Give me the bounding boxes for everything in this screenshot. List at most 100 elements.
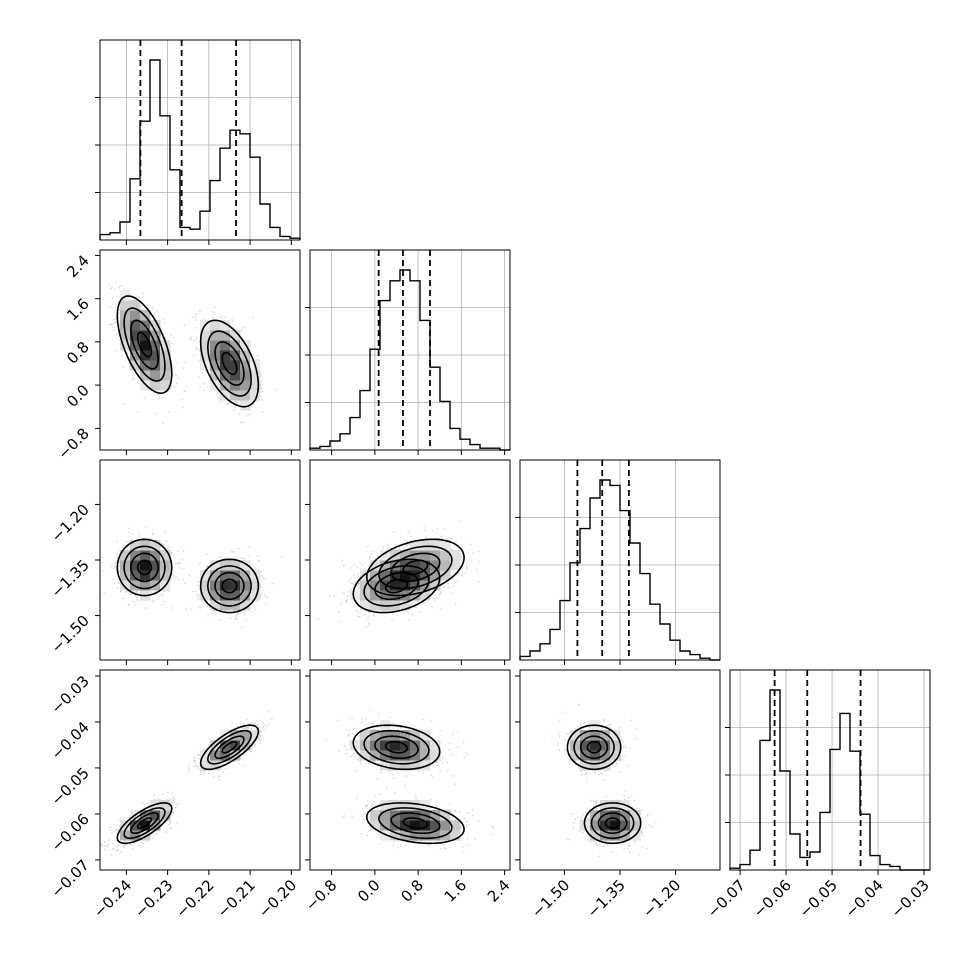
density-cell	[370, 580, 381, 591]
scatter-point	[155, 833, 158, 836]
scatter-point	[111, 286, 113, 289]
scatter-point	[393, 543, 396, 546]
scatter-point	[245, 619, 247, 622]
scatter-point	[455, 540, 457, 543]
scatter-point	[196, 593, 199, 596]
scatter-point	[103, 848, 106, 851]
scatter-point	[240, 421, 242, 423]
density-cell	[370, 600, 381, 611]
scatter-point	[194, 319, 197, 321]
scatter-point	[179, 561, 182, 564]
scatter-point	[446, 538, 449, 541]
scatter-point	[143, 397, 146, 400]
scatter-point	[373, 613, 376, 616]
scatter-point	[367, 624, 370, 626]
scatter-point	[173, 336, 175, 339]
scatter-point	[175, 804, 178, 806]
scatter-point	[173, 798, 176, 800]
density-cell	[400, 600, 411, 611]
density-cell	[410, 580, 421, 591]
density-cell	[210, 340, 221, 351]
scatter-point	[261, 399, 263, 401]
scatter-point	[261, 411, 264, 413]
scatter-point	[252, 316, 255, 319]
scatter-point	[317, 618, 320, 620]
scatter-point	[133, 377, 136, 380]
density-cell	[210, 360, 221, 371]
density-cell	[410, 560, 421, 571]
scatter-point	[261, 390, 264, 393]
scatter-point	[116, 827, 118, 829]
scatter-point	[219, 317, 222, 319]
scatter-point	[136, 411, 139, 414]
scatter-point	[134, 603, 137, 606]
scatter-point	[163, 543, 165, 546]
density-cell	[150, 370, 161, 381]
density-cell	[400, 570, 411, 581]
scatter-point	[431, 530, 434, 533]
scatter-point	[260, 374, 263, 377]
scatter-point	[163, 601, 166, 603]
scatter-point	[176, 550, 179, 552]
scatter-point	[419, 610, 422, 613]
density-cell	[240, 560, 251, 571]
scatter-point	[405, 544, 408, 547]
scatter-point	[364, 614, 366, 616]
scatter-point	[102, 570, 105, 572]
scatter-point	[341, 559, 344, 562]
density-cell	[360, 600, 371, 611]
scatter-point	[447, 582, 449, 585]
scatter-point	[460, 574, 463, 577]
scatter-point	[466, 566, 468, 568]
scatter-point	[111, 323, 114, 326]
scatter-point	[256, 355, 259, 357]
scatter-point	[236, 617, 238, 620]
scatter-point	[366, 545, 369, 548]
scatter-point	[248, 555, 251, 558]
scatter-point	[118, 285, 121, 288]
scatter-point	[156, 413, 158, 415]
scatter-point	[219, 618, 222, 621]
density-cell	[360, 570, 371, 581]
contour-line	[352, 558, 441, 614]
scatter-point	[103, 592, 106, 595]
scatter-point	[353, 583, 355, 585]
scatter-point	[369, 557, 371, 560]
scatter-point	[189, 608, 192, 610]
scatter-point	[169, 827, 172, 830]
scatter-point	[117, 331, 119, 334]
scatter-point	[382, 546, 384, 549]
scatter-point	[239, 611, 242, 614]
scatter-point	[161, 397, 164, 400]
contour-line	[199, 319, 260, 408]
scatter-point	[218, 401, 221, 404]
scatter-point	[260, 387, 263, 390]
scatter-point	[164, 539, 167, 541]
scatter-point	[136, 590, 138, 592]
density-cell	[230, 360, 241, 371]
density-cell	[160, 370, 171, 381]
scatter-point	[118, 286, 120, 289]
scatter-point	[373, 615, 376, 617]
scatter-point	[110, 565, 113, 567]
density-cell	[140, 540, 151, 551]
scatter-point	[135, 595, 138, 597]
scatter-point	[89, 276, 91, 278]
contour-line	[363, 565, 430, 607]
scatter-point	[261, 586, 264, 589]
scatter-point	[227, 402, 229, 405]
scatter-point	[263, 578, 265, 580]
density-cell	[160, 350, 171, 361]
density-cell	[220, 320, 231, 331]
scatter-point	[216, 397, 219, 400]
scatter-point	[368, 612, 371, 614]
scatter-point	[241, 626, 244, 629]
scatter-point	[198, 376, 201, 378]
scatter-point	[122, 402, 125, 405]
scatter-point	[258, 559, 261, 562]
scatter-point	[470, 560, 473, 562]
scatter-point	[231, 317, 234, 320]
scatter-point	[172, 811, 175, 814]
scatter-point	[129, 593, 131, 596]
density-cell	[380, 590, 391, 601]
